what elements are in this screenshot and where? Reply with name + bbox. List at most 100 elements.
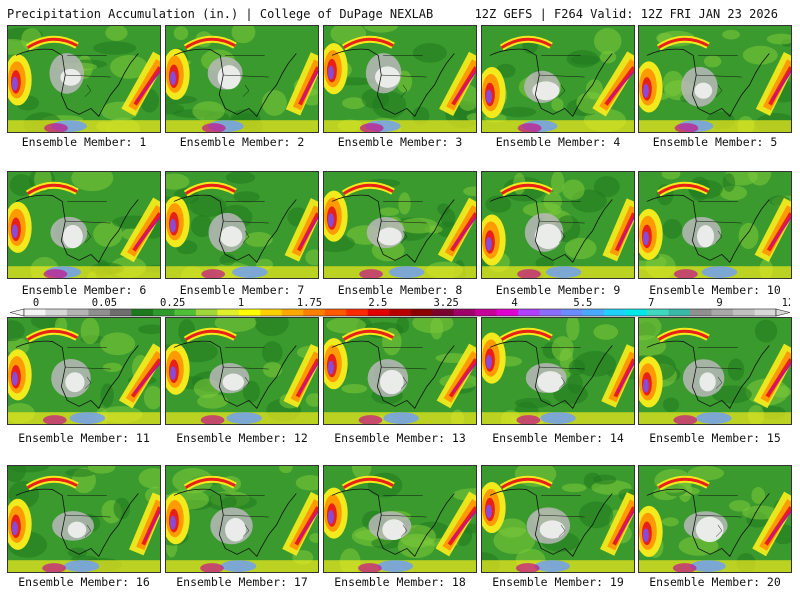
colorbar-tick-label: 0.05: [92, 298, 117, 309]
ensemble-member-label: Ensemble Member: 9: [495, 283, 621, 297]
precip-map: [639, 318, 791, 424]
ensemble-member-label: Ensemble Member: 1: [21, 135, 147, 149]
ensemble-member-label: Ensemble Member: 10: [649, 283, 781, 297]
colorbar-swatch: [88, 309, 111, 316]
precip-map: [482, 172, 634, 278]
ensemble-member-map: [7, 25, 161, 133]
colorbar: 0 0.05 0.25 1 1.75 2.5 3.25 4 5.5 7 9 12: [10, 298, 790, 317]
colorbar-swatch: [410, 309, 433, 316]
colorbar-left-arrow: [10, 308, 25, 317]
ensemble-member-label: Ensemble Member: 8: [337, 283, 463, 297]
precip-map: [324, 466, 476, 572]
ensemble-member-map: [638, 317, 792, 425]
ensemble-member-map: [638, 171, 792, 279]
ensemble-member-label: Ensemble Member: 18: [334, 575, 466, 589]
precip-map: [324, 318, 476, 424]
colorbar-swatch: [518, 309, 540, 316]
colorbar-swatch: [625, 309, 648, 316]
ensemble-member-label: Ensemble Member: 7: [179, 283, 305, 297]
colorbar-swatch: [131, 309, 154, 316]
ensemble-member-map: [165, 171, 319, 279]
ensemble-member-map: [481, 317, 635, 425]
colorbar-tick-label: 3.25: [434, 298, 459, 309]
ensemble-member-map: [165, 465, 319, 573]
colorbar-swatch: [432, 309, 455, 316]
colorbar-tick-label: 0.25: [160, 298, 185, 309]
precip-map: [8, 318, 160, 424]
precip-map: [166, 318, 318, 424]
colorbar-swatch: [711, 309, 734, 316]
ensemble-member-map: [7, 171, 161, 279]
precip-map: [8, 26, 160, 132]
colorbar-swatch: [195, 309, 218, 316]
colorbar-tick-label: 7: [648, 298, 654, 309]
colorbar-swatch: [260, 309, 283, 316]
colorbar-swatch: [561, 309, 583, 316]
precip-map: [482, 466, 634, 572]
colorbar-swatch: [152, 309, 175, 316]
colorbar-swatch: [496, 309, 519, 316]
ensemble-member-map: [323, 171, 477, 279]
ensemble-member-label: Ensemble Member: 15: [649, 431, 781, 445]
precip-map: [639, 26, 791, 132]
ensemble-member-label: Ensemble Member: 4: [495, 135, 621, 149]
colorbar-tick-label: 5.5: [573, 298, 592, 309]
precip-map: [639, 466, 791, 572]
colorbar-tick-label: 1.75: [297, 298, 322, 309]
colorbar-swatch: [281, 309, 304, 316]
colorbar-swatch: [174, 309, 197, 316]
colorbar-swatch: [109, 309, 132, 316]
ensemble-member-label: Ensemble Member: 3: [337, 135, 463, 149]
colorbar-swatch: [324, 309, 347, 316]
precip-map: [324, 26, 476, 132]
colorbar-swatch: [453, 309, 476, 316]
precip-map: [324, 172, 476, 278]
ensemble-member-label: Ensemble Member: 17: [176, 575, 308, 589]
ensemble-member-map: [323, 465, 477, 573]
colorbar-tick-label: 9: [716, 298, 722, 309]
colorbar-swatch: [539, 309, 562, 316]
ensemble-member-label: Ensemble Member: 6: [21, 283, 147, 297]
colorbar-tick-label: 1: [238, 298, 244, 309]
colorbar-tick-label: 0: [33, 298, 39, 309]
colorbar-swatch: [754, 309, 777, 316]
precip-map: [166, 172, 318, 278]
colorbar-swatch: [733, 309, 755, 316]
colorbar-swatch: [389, 309, 412, 316]
precip-map: [482, 26, 634, 132]
colorbar-swatch: [367, 309, 390, 316]
ensemble-member-label: Ensemble Member: 13: [334, 431, 466, 445]
ensemble-member-label: Ensemble Member: 5: [652, 135, 778, 149]
colorbar-swatch: [238, 309, 261, 316]
colorbar-swatch: [45, 309, 68, 316]
precip-map: [8, 172, 160, 278]
colorbar-right-arrow: [775, 308, 790, 317]
ensemble-member-map: [323, 25, 477, 133]
colorbar-swatch: [66, 309, 89, 316]
ensemble-member-map: [638, 465, 792, 573]
ensemble-member-map: [165, 317, 319, 425]
colorbar-swatch: [647, 309, 669, 316]
ensemble-member-label: Ensemble Member: 2: [179, 135, 305, 149]
ensemble-member-map: [165, 25, 319, 133]
colorbar-swatch: [582, 309, 605, 316]
ensemble-member-map: [481, 171, 635, 279]
ensemble-member-map: [7, 465, 161, 573]
colorbar-tick-label: 12: [782, 298, 790, 309]
precip-map: [482, 318, 634, 424]
ensemble-member-map: [323, 317, 477, 425]
precip-map: [639, 172, 791, 278]
colorbar-swatch: [303, 309, 326, 316]
colorbar-swatch: [475, 309, 497, 316]
colorbar-swatch: [346, 309, 369, 316]
precip-map: [166, 26, 318, 132]
colorbar-swatch: [24, 309, 46, 316]
ensemble-member-map: [7, 317, 161, 425]
colorbar-swatch: [668, 309, 691, 316]
colorbar-swatch: [217, 309, 240, 316]
ensemble-member-label: Ensemble Member: 19: [492, 575, 624, 589]
colorbar-tick-label: 2.5: [368, 298, 387, 309]
ensemble-member-label: Ensemble Member: 20: [649, 575, 781, 589]
ensemble-member-map: [638, 25, 792, 133]
precip-map: [8, 466, 160, 572]
